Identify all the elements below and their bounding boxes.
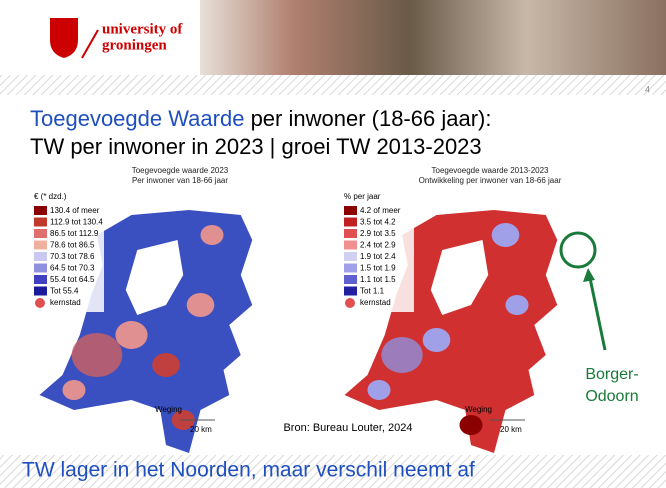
legend-swatch: [344, 206, 357, 215]
title-rest: per inwoner (18-66 jaar):: [244, 106, 491, 131]
legend-label: Tot 1.1: [360, 287, 385, 296]
legend-swatch: [344, 241, 357, 250]
logo-text: groningen: [102, 37, 167, 53]
slide: university of groningen 4 Toegevoegde Wa…: [0, 0, 666, 488]
divider: [0, 75, 666, 95]
legend-swatch: [345, 298, 355, 308]
legend-swatch: [344, 287, 357, 296]
scale-km: 20 km: [190, 425, 212, 434]
annotation: Borger-: [585, 366, 638, 383]
arrow: [590, 278, 605, 350]
legend-label: 2.4 tot 2.9: [360, 241, 396, 250]
legend-label: 78.6 tot 86.5: [50, 241, 95, 250]
legend-label: 2.9 tot 3.5: [360, 229, 396, 238]
legend-label: 1.5 tot 1.9: [360, 264, 396, 273]
map-title: Toegevoegde waarde 2013-2023: [432, 166, 550, 175]
scale-label: Weging: [465, 405, 492, 414]
arrow-head: [583, 268, 595, 282]
scale-km: 20 km: [500, 425, 522, 434]
scale-label: Weging: [155, 405, 182, 414]
legend-swatch: [344, 264, 357, 273]
title-highlight: Toegevoegde Waarde: [30, 106, 244, 131]
legend-swatch: [35, 298, 45, 308]
legend-label: 4.2 of meer: [360, 206, 401, 215]
legend-label: kernstad: [50, 298, 81, 307]
legend-swatch: [34, 218, 47, 227]
legend-label: 64.5 tot 70.3: [50, 264, 95, 273]
legend-swatch: [344, 252, 357, 261]
legend-label: 86.5 tot 112.9: [50, 229, 99, 238]
map-subtitle: Ontwikkeling per inwoner van 18-66 jaar: [419, 176, 562, 185]
legend-swatch: [34, 241, 47, 250]
legend-unit: % per jaar: [344, 192, 381, 201]
map-title: Toegevoegde waarde 2023: [132, 166, 229, 175]
legend-label: 3.5 tot 4.2: [360, 218, 396, 227]
legend-swatch: [34, 206, 47, 215]
logo-shield: [50, 18, 78, 58]
map-subtitle: Per inwoner van 18-66 jaar: [132, 176, 228, 185]
legend-label: 130.4 of meer: [50, 206, 100, 215]
conclusion: TW lager in het Noorden, maar verschil n…: [22, 459, 475, 482]
legend-label: 55.4 tot 64.5: [50, 275, 95, 284]
legend-swatch: [34, 275, 47, 284]
legend-label: 70.3 tot 78.6: [50, 252, 95, 261]
legend-swatch: [34, 287, 47, 296]
legend-swatch: [344, 229, 357, 238]
legend-label: Tot 55.4: [50, 287, 79, 296]
title: Toegevoegde Waarde per inwoner (18-66 ja…: [30, 106, 491, 131]
legend-label: 1.9 tot 2.4: [360, 252, 396, 261]
annotation: Odoorn: [585, 388, 638, 405]
source: Bron: Bureau Louter, 2024: [283, 422, 412, 434]
logo-text: university of: [102, 21, 183, 37]
legend-unit: € (* dzd.): [34, 192, 67, 201]
header-photo: [200, 0, 666, 75]
legend-swatch: [344, 275, 357, 284]
legend-swatch: [34, 229, 47, 238]
highlight-circle: [561, 233, 595, 267]
legend-label: 1.1 tot 1.5: [360, 275, 396, 284]
subtitle: TW per inwoner in 2023 | groei TW 2013-2…: [30, 134, 482, 159]
legend-label: 112.9 tot 130.4: [50, 218, 103, 227]
legend-swatch: [34, 252, 47, 261]
legend-swatch: [344, 218, 357, 227]
legend-swatch: [34, 264, 47, 273]
page-number: 4: [645, 84, 650, 94]
legend-label: kernstad: [360, 298, 391, 307]
